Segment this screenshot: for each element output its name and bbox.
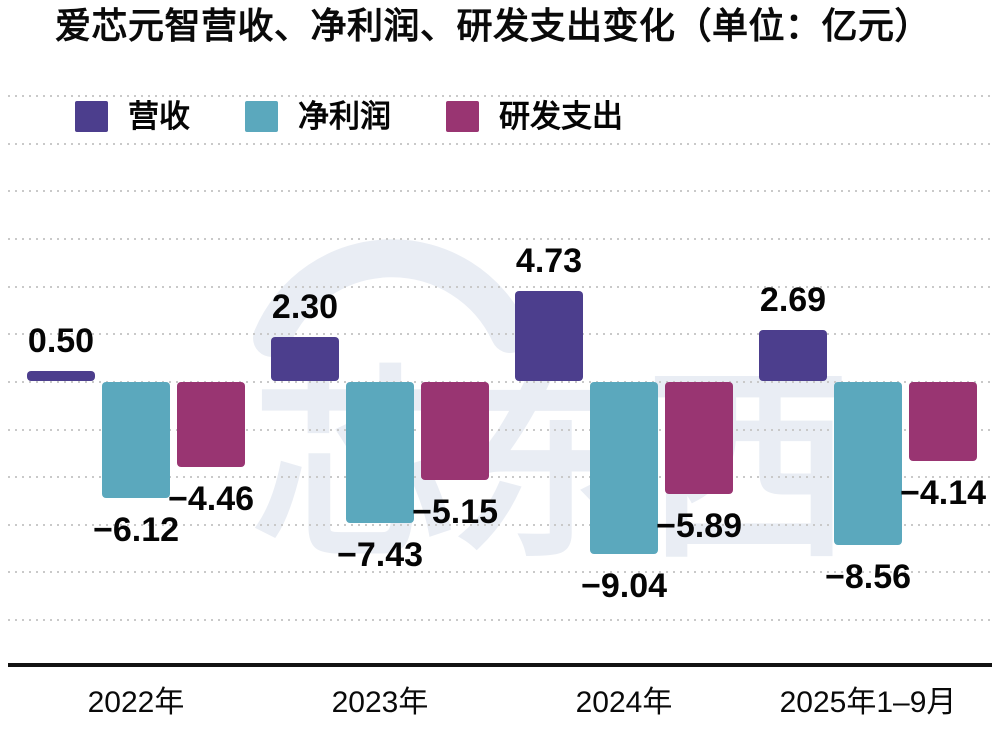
bar-series0-cat2 [515, 291, 583, 381]
bar-value-label: 0.50 [27, 322, 95, 360]
bar-series2-cat1 [421, 382, 489, 480]
bar-series1-cat3 [834, 382, 902, 545]
x-axis-label-2: 2024年 [575, 686, 673, 719]
bar-series1-cat2 [590, 382, 658, 554]
x-axis-label-1: 2023年 [331, 686, 429, 719]
x-axis-label-0: 2022年 [87, 686, 185, 719]
bar-value-label: −5.89 [655, 507, 743, 545]
legend-item-0: 营收 [75, 101, 190, 132]
legend-swatch-icon [446, 101, 479, 132]
gridline [8, 238, 992, 240]
legend-label: 净利润 [298, 99, 391, 134]
bar-value-label: −9.04 [580, 567, 668, 605]
bar-value-label: −4.14 [899, 474, 987, 512]
gridline [8, 524, 992, 526]
legend-item-2: 研发支出 [446, 101, 623, 132]
x-axis-line [8, 663, 992, 667]
bar-series2-cat0 [177, 382, 245, 467]
gridline [8, 571, 992, 573]
legend-swatch-icon [245, 101, 278, 132]
legend: 营收 净利润 研发支出 [75, 101, 623, 132]
gridline [8, 190, 992, 192]
gridline [8, 381, 992, 383]
bar-series2-cat2 [665, 382, 733, 494]
bar-value-label: −7.43 [336, 536, 424, 574]
gridline [8, 143, 992, 145]
bar-value-label: 2.69 [759, 281, 827, 319]
gridline [8, 619, 992, 621]
bar-value-label: −5.15 [411, 493, 499, 531]
gridline [8, 333, 992, 335]
legend-item-1: 净利润 [245, 101, 391, 132]
bar-series0-cat0 [27, 371, 95, 381]
gridline [8, 429, 992, 431]
bar-series2-cat3 [909, 382, 977, 461]
gridline [8, 476, 992, 478]
legend-swatch-icon [75, 101, 108, 132]
bar-value-label: −4.46 [167, 480, 255, 518]
legend-label: 营收 [128, 99, 190, 134]
bar-value-label: −6.12 [92, 511, 180, 549]
bar-series0-cat1 [271, 337, 339, 381]
chart-title: 爱芯元智营收、净利润、研发支出变化（单位：亿元） [55, 5, 932, 46]
bar-series1-cat1 [346, 382, 414, 523]
bar-value-label: −8.56 [824, 558, 912, 596]
bar-series1-cat0 [102, 382, 170, 498]
gridline [8, 95, 992, 97]
bar-value-label: 2.30 [271, 288, 339, 326]
bar-value-label: 4.73 [515, 242, 583, 280]
bar-series0-cat3 [759, 330, 827, 381]
gridline [8, 286, 992, 288]
x-axis-label-3: 2025年1–9月 [779, 686, 957, 719]
legend-label: 研发支出 [499, 99, 623, 134]
